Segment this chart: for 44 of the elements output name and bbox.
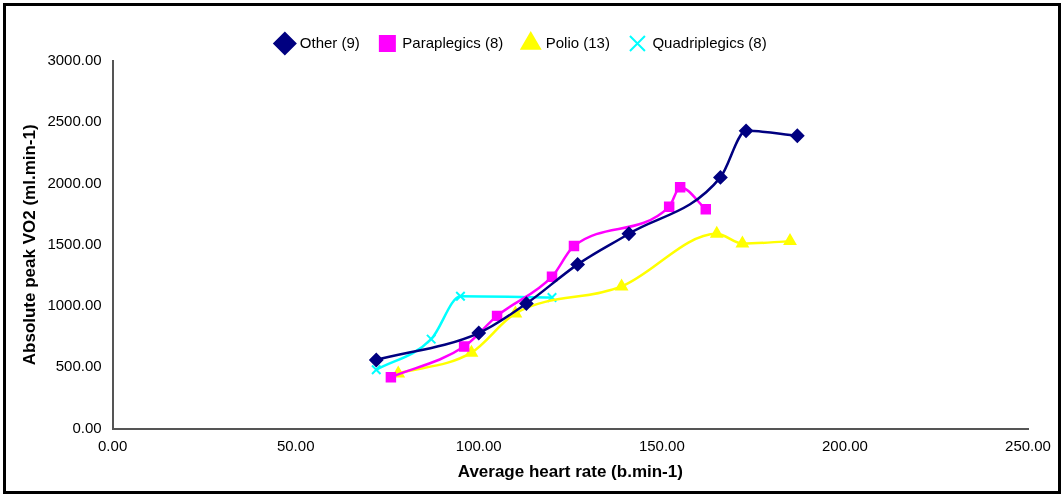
legend-label: Polio (13) bbox=[545, 33, 610, 51]
point bbox=[790, 128, 805, 143]
legend-label: Other (9) bbox=[299, 33, 360, 51]
x-tick-label: 0.00 bbox=[98, 436, 128, 454]
legend-label: Paraplegics (8) bbox=[402, 33, 504, 51]
y-tick-label: 0.00 bbox=[72, 418, 102, 436]
x-tick-label: 100.00 bbox=[455, 436, 502, 454]
point bbox=[739, 123, 754, 138]
legend-label: Quadriplegics (8) bbox=[652, 33, 767, 51]
point bbox=[713, 170, 728, 185]
y-tick-label: 1500.00 bbox=[47, 234, 102, 252]
y-tick-label: 3000.00 bbox=[47, 51, 102, 69]
y-tick-label: 500.00 bbox=[55, 357, 102, 375]
point bbox=[519, 296, 534, 311]
x-tick-label: 250.00 bbox=[1005, 436, 1051, 454]
x-axis-title: Average heart rate (b.min-1) bbox=[457, 462, 683, 482]
point bbox=[425, 333, 437, 345]
point bbox=[621, 226, 636, 241]
point bbox=[471, 326, 486, 341]
point bbox=[710, 226, 723, 238]
x-tick-label: 200.00 bbox=[821, 436, 868, 454]
point bbox=[385, 371, 397, 383]
point bbox=[700, 204, 712, 215]
point bbox=[568, 240, 580, 252]
point bbox=[546, 271, 558, 282]
y-tick-label: 1000.00 bbox=[47, 296, 102, 314]
point bbox=[458, 341, 470, 352]
y-axis-title: Absolute peak VO2 (ml.min-1) bbox=[19, 124, 39, 366]
point bbox=[570, 257, 585, 272]
point bbox=[491, 310, 503, 322]
point bbox=[546, 292, 558, 303]
y-tick-label: 2000.00 bbox=[47, 173, 102, 191]
y-tick-label: 2500.00 bbox=[47, 112, 102, 130]
point bbox=[674, 181, 686, 193]
point bbox=[465, 345, 478, 357]
point bbox=[455, 291, 466, 302]
point bbox=[663, 201, 675, 213]
point bbox=[371, 364, 382, 376]
point bbox=[615, 279, 628, 291]
point bbox=[736, 236, 749, 248]
point bbox=[369, 352, 384, 367]
x-tick-label: 150.00 bbox=[638, 436, 685, 454]
point bbox=[783, 234, 797, 246]
x-tick-label: 50.00 bbox=[276, 436, 315, 454]
